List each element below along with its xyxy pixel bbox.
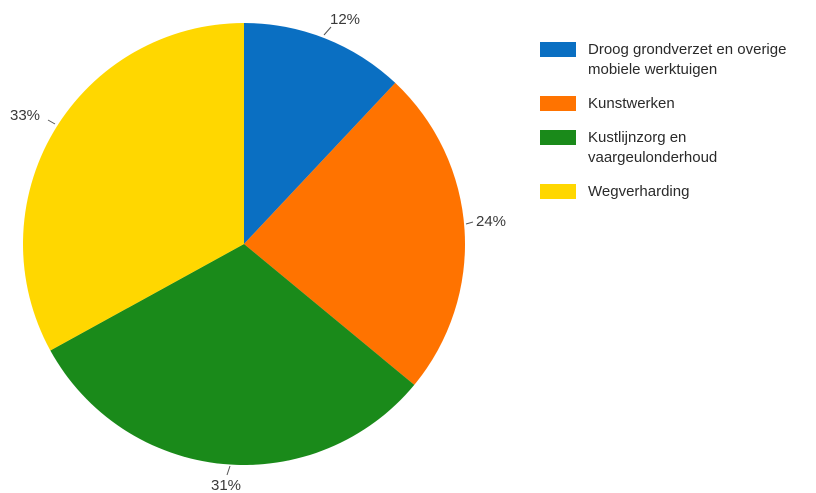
legend-swatch-kustlijnzorg: [540, 130, 576, 145]
legend-item-kustlijnzorg: Kustlijnzorg en vaargeulonderhoud: [540, 128, 816, 168]
pie-label-droog-grondverzet: 12%: [330, 11, 360, 28]
pie-label-kunstwerken: 24%: [476, 213, 506, 230]
legend-item-kunstwerken: Kunstwerken: [540, 94, 816, 114]
legend-item-wegverharding: Wegverharding: [540, 182, 816, 202]
pie-chart: 12% 24% 31% 33%: [10, 11, 506, 493]
pie-leader-kustlijnzorg: [226, 465, 231, 476]
pie-leader-wegverharding: [47, 119, 56, 125]
legend-swatch-kunstwerken: [540, 96, 576, 111]
legend-label-kustlijnzorg: Kustlijnzorg en vaargeulonderhoud: [588, 129, 718, 166]
pie-label-wegverharding: 33%: [10, 107, 40, 124]
legend: Droog grondverzet en overige mobiele wer…: [540, 40, 816, 216]
legend-swatch-wegverharding: [540, 184, 576, 199]
legend-label-kunstwerken: Kunstwerken: [588, 95, 675, 112]
pie-label-kustlijnzorg: 31%: [211, 477, 241, 493]
legend-label-wegverharding: Wegverharding: [588, 183, 690, 200]
pie-leader-droog-grondverzet: [323, 26, 332, 36]
pie-slice-wegverharding: [22, 23, 244, 351]
legend-swatch-droog-grondverzet: [540, 42, 576, 57]
pie-slice-kunstwerken: [244, 82, 465, 385]
legend-item-droog-grondverzet: Droog grondverzet en overige mobiele wer…: [540, 40, 816, 80]
pie-slice-kustlijnzorg: [50, 244, 415, 465]
legend-label-droog-grondverzet: Droog grondverzet en overige mobiele wer…: [588, 41, 787, 78]
pie-leader-kunstwerken: [465, 221, 474, 225]
pie-slice-droog-grondverzet: [244, 23, 396, 244]
